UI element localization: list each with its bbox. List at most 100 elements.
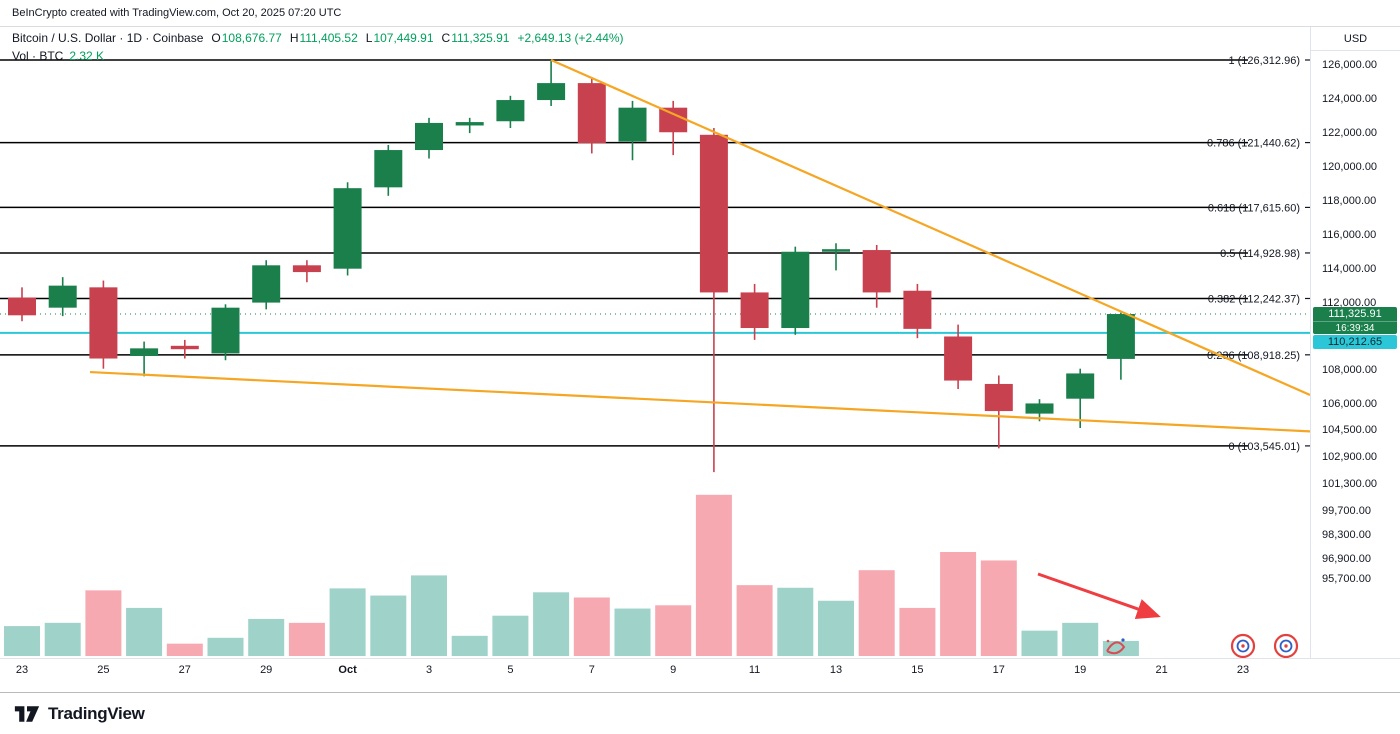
fib-level-label: 0.5 (114,928.98) (1220, 248, 1300, 260)
tradingview-logo-link[interactable]: TradingView (14, 704, 145, 724)
candle-body (862, 250, 891, 293)
last-price-value: 111,325.91 (1328, 308, 1382, 321)
fib-level-label: 0.618 (117,615.60) (1208, 202, 1300, 214)
price-axis-label: 126,000.00 (1322, 59, 1378, 72)
candle-body (903, 290, 932, 329)
volume-bar (1021, 630, 1058, 656)
candle-body (252, 265, 281, 303)
price-axis-label: 116,000.00 (1322, 228, 1377, 241)
high-value: 111,405.52 (299, 31, 358, 45)
volume-bar (655, 605, 692, 656)
time-axis-label: 9 (670, 664, 677, 676)
time-axis-label: 3 (425, 664, 433, 676)
candle-body (48, 285, 77, 308)
time-axis-label: 5 (507, 664, 514, 676)
volume-bar (85, 590, 122, 656)
candle-body (659, 107, 688, 133)
candle-body (577, 83, 606, 144)
candle-body (374, 150, 403, 188)
trendline[interactable] (550, 58, 1310, 396)
candle-body (455, 122, 484, 126)
tradingview-logo-text: TradingView (48, 703, 145, 723)
time-axis-label: 21 (1155, 664, 1168, 676)
volume-bar (695, 494, 732, 656)
time-axis-label: Oct (338, 664, 357, 676)
time-axis-label: 13 (829, 664, 843, 676)
volume-bar (573, 597, 610, 656)
attribution-bar: BeInCrypto created with TradingView.com,… (0, 0, 1400, 27)
fib-level-label: 0.382 (112,242.37) (1208, 293, 1300, 305)
time-axis-label: 15 (911, 664, 924, 676)
alert-price-badge[interactable]: 110,212.65 (1313, 335, 1397, 350)
price-axis-label: 102,900.00 (1322, 450, 1378, 463)
candle-body (130, 348, 159, 356)
change-value: +2,649.13 (+2.44%) (517, 31, 624, 45)
candle-body (618, 107, 647, 142)
volume-label: Vol · BTC (12, 49, 64, 63)
price-axis-label: 118,000.00 (1322, 194, 1377, 207)
symbol-ohlc-row: Bitcoin / U.S. Dollar · 1D · Coinbase O 1… (12, 31, 624, 45)
price-axis-label: 120,000.00 (1322, 160, 1378, 173)
volume-bar (4, 626, 40, 656)
candle-body (822, 249, 850, 252)
time-axis-label: 11 (748, 664, 761, 676)
fib-level-label: 0.786 (121,440.62) (1207, 138, 1300, 150)
time-axis-label: 7 (588, 664, 595, 676)
time-axis[interactable]: 23 25 27 29 Oct 3 5 7 9 11 13 15 17 19 21 23 (0, 658, 1400, 682)
candle-body (292, 265, 321, 273)
annotation-arrow[interactable] (1037, 572, 1161, 619)
fib-level-label: 0 (103,545.01) (1228, 441, 1300, 453)
fib-level-label: 1 (126,312.96) (1228, 55, 1300, 67)
attribution-text: BeInCrypto created with TradingView.com,… (12, 7, 342, 19)
price-axis[interactable]: USD 126,000.00 124,000.00 122,000.00 120,00… (1310, 27, 1400, 658)
symbol-title[interactable]: Bitcoin / U.S. Dollar · 1D · Coinbase (12, 31, 204, 45)
time-axis-label: 17 (992, 664, 1005, 676)
candle-body (781, 251, 810, 329)
volume-bar (533, 592, 570, 656)
candle-body (415, 122, 443, 151)
volume-bar (288, 622, 325, 656)
trendline[interactable] (89, 370, 1310, 433)
watermark-coin-icon (1273, 633, 1299, 659)
high-label: H (289, 31, 299, 45)
time-axis-label: 23 (1236, 664, 1250, 676)
time-axis-label: 27 (178, 664, 191, 676)
volume-bar (248, 618, 285, 656)
candle-body (944, 336, 973, 381)
price-chart-canvas[interactable]: 1 (126,312.96) 0.786 (121,440.62) 0.618 (1… (0, 0, 1310, 682)
volume-bar (899, 607, 936, 656)
volume-bar (614, 608, 651, 656)
volume-bar (940, 552, 977, 656)
watermark-swirl-icon (1106, 638, 1126, 655)
low-value: 107,449.91 (373, 31, 434, 45)
volume-bar (451, 635, 488, 656)
volume-bar (126, 607, 163, 656)
axis-currency-label[interactable]: USD (1311, 27, 1400, 51)
candle-body (8, 297, 36, 316)
candle-body (496, 100, 525, 122)
volume-bar (166, 643, 203, 656)
time-axis-label: 23 (15, 664, 29, 676)
price-axis-label: 104,500.00 (1322, 423, 1378, 436)
volume-bar (411, 575, 447, 656)
bar-close-countdown: 16:39:34 (1313, 321, 1397, 334)
price-axis-label: 106,000.00 (1322, 398, 1378, 411)
tradingview-logo-icon (14, 705, 40, 722)
footer-bar: TradingView (0, 692, 1400, 734)
volume-bar (492, 615, 529, 656)
volume-bar (858, 570, 895, 656)
last-price-badge: 111,325.91 16:39:34 (1313, 307, 1397, 335)
volume-bar (370, 595, 407, 656)
open-label: O (211, 31, 221, 45)
time-axis-label: 29 (260, 664, 273, 676)
volume-bar (980, 560, 1017, 656)
price-axis-label: 112,000.00 (1322, 296, 1377, 309)
candle-body (1025, 403, 1054, 414)
candle-body (984, 383, 1013, 412)
close-label: C (441, 31, 451, 45)
price-axis-label: 108,000.00 (1322, 364, 1378, 377)
volume-bar (329, 588, 366, 656)
volume-row: Vol · BTC 2.32 K (12, 49, 624, 63)
volume-bar (818, 600, 854, 656)
